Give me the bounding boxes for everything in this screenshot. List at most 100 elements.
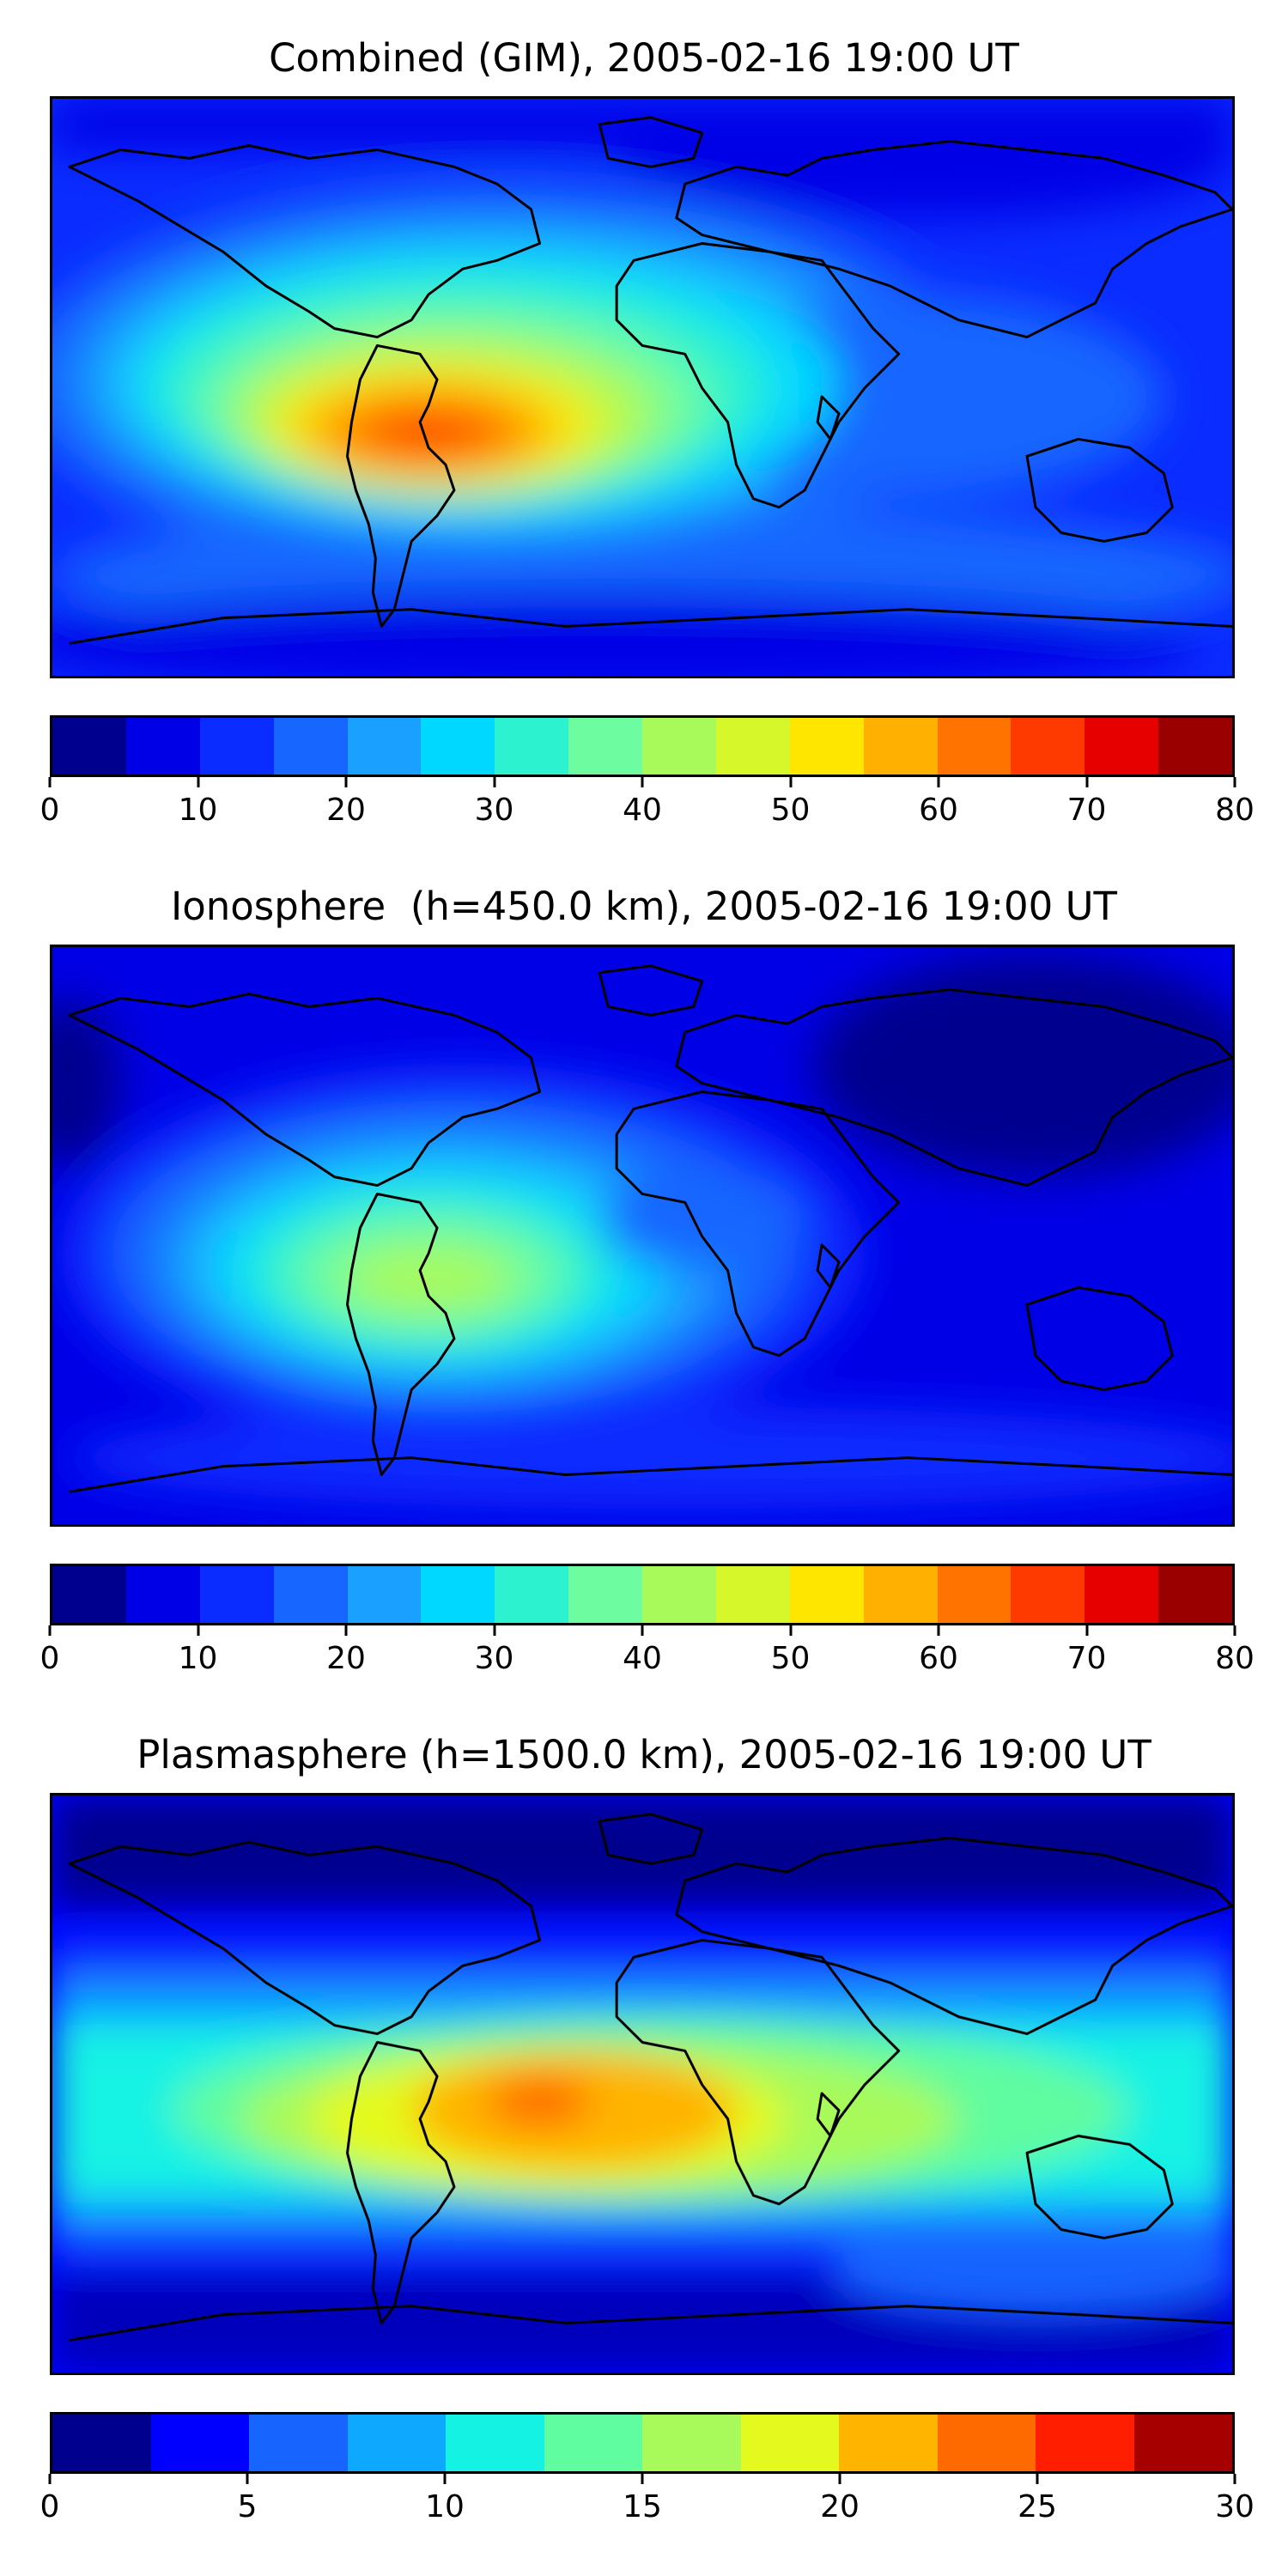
colorbar-tick [197,777,199,787]
colorbar-tick [789,1625,792,1636]
colorbar-tick [48,1625,52,1636]
colorbar-tick-label: 15 [623,2489,662,2524]
colorbar-segment [642,718,716,775]
colorbar-segment [421,1566,495,1623]
colorbar-segment [715,1566,790,1623]
colorbar-segment [1011,718,1085,775]
map-plasmasphere-tec [50,1793,1235,2375]
colorbar-segment [249,2415,348,2471]
colorbar-segment [347,1566,422,1623]
colorbar-ticks-plasmasphere: 0 5 10 15 20 25 30 [40,2474,1255,2525]
colorbar-segment [839,2415,938,2471]
colorbar-tick [1085,777,1088,787]
colorbar-tick-label: 80 [1215,793,1255,828]
colorbar-tick [443,2474,447,2484]
colorbar-tick [1233,2474,1236,2484]
colorbar-segment [715,718,790,775]
colorbar-tick [344,777,348,787]
colorbar-plasmasphere [50,2412,1235,2474]
colorbar-segment [863,1566,938,1623]
colorbar-segment [199,1566,274,1623]
colorbar-tick-label: 70 [1066,1641,1107,1676]
colorbar-tick [1233,1625,1236,1636]
colorbar-ionosphere [50,1564,1235,1625]
colorbar-tick [1085,1625,1088,1636]
colorbar-tick-label: 50 [770,1641,811,1676]
colorbar-tick-label: 40 [623,1641,662,1676]
map-combined-tec [50,96,1235,678]
colorbar-segment [273,1566,348,1623]
colorbar-segment [544,2415,642,2471]
colorbar-segment [125,718,200,775]
colorbar-tick [48,777,52,787]
panel-title-ionosphere: Ionosphere (h=450.0 km), 2005-02-16 19:0… [170,884,1118,929]
colorbar-tick-label: 10 [425,2489,465,2524]
colorbar-tick-label: 0 [39,1641,60,1676]
colorbar-tick [493,1625,495,1636]
colorbar-segment [1158,718,1232,775]
colorbar-tick [48,2474,52,2484]
colorbar-tick-label: 0 [39,793,60,828]
colorbar-segment [446,2415,544,2471]
colorbar-segment [1036,2415,1134,2471]
colorbar-segment [199,718,274,775]
colorbar-ticks-combined: 0 10 20 30 40 50 60 70 80 [40,777,1255,829]
colorbar-tick [1233,777,1236,787]
colorbar-tick [1036,2474,1039,2484]
panel-title-combined: Combined (GIM), 2005-02-16 19:00 UT [269,35,1019,81]
colorbar-tick [344,1625,348,1636]
colorbar-segment [1084,718,1159,775]
colorbar-segment [421,718,495,775]
colorbar-segment [863,718,938,775]
colorbar-segment [789,718,864,775]
map-ionosphere-tec [50,945,1235,1527]
colorbar-tick [641,1625,644,1636]
colorbar-tick-label: 60 [919,1641,958,1676]
colorbar-tick [197,1625,199,1636]
colorbar-tick-label: 80 [1215,1641,1255,1676]
colorbar-segment [150,2415,249,2471]
colorbar-segment [937,1566,1012,1623]
colorbar-tick-label: 30 [474,793,514,828]
colorbar-segment [1011,1566,1085,1623]
colorbar-tick-label: 25 [1018,2489,1057,2524]
colorbar-tick [937,777,940,787]
colorbar-tick-label: 70 [1066,793,1107,828]
colorbar-tick-label: 60 [919,793,958,828]
colorbar-segment [52,718,126,775]
colorbar-segment [52,1566,126,1623]
colorbar-segment [347,2415,446,2471]
colorbar-segment [1084,1566,1159,1623]
colorbar-tick [838,2474,841,2484]
colorbar-tick [246,2474,249,2484]
colorbar-segment [495,1566,569,1623]
colorbar-segment [642,1566,716,1623]
colorbar-tick-label: 10 [178,793,218,828]
colorbar-tick-label: 30 [1215,2489,1255,2524]
colorbar-tick-label: 40 [623,793,662,828]
colorbar-ticks-ionosphere: 0 10 20 30 40 50 60 70 80 [40,1625,1255,1677]
colorbar-tick-label: 20 [326,1641,366,1676]
colorbar-tick [937,1625,940,1636]
colorbar-segment [937,2415,1036,2471]
colorbar-tick [641,777,644,787]
colorbar-tick-label: 50 [770,793,811,828]
colorbar-segment [125,1566,200,1623]
colorbar-tick-label: 20 [820,2489,860,2524]
panel-title-plasmasphere: Plasmasphere (h=1500.0 km), 2005-02-16 1… [137,1732,1151,1777]
colorbar-segment [568,718,642,775]
colorbar-segment [1158,1566,1232,1623]
colorbar-segment [789,1566,864,1623]
colorbar-tick [789,777,792,787]
colorbar-combined [50,715,1235,777]
colorbar-segment [1133,2415,1232,2471]
colorbar-tick [641,2474,644,2484]
colorbar-tick-label: 0 [39,2489,60,2524]
colorbar-tick-label: 20 [326,793,366,828]
colorbar-segment [495,718,569,775]
colorbar-segment [347,718,422,775]
colorbar-tick-label: 10 [178,1641,218,1676]
colorbar-segment [937,718,1012,775]
colorbar-tick-label: 30 [474,1641,514,1676]
colorbar-segment [273,718,348,775]
